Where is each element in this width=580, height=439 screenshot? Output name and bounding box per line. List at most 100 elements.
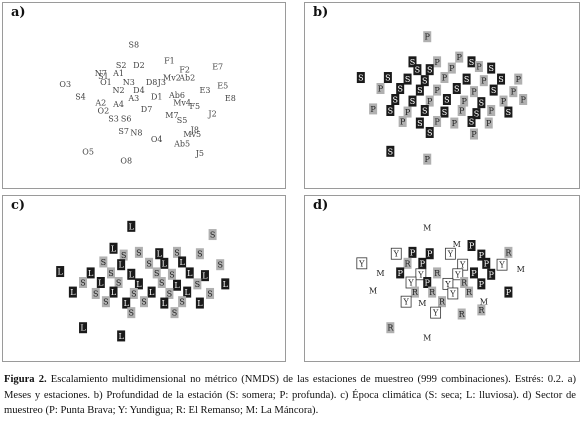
point-letter: S	[464, 75, 469, 84]
point-letter: M	[517, 265, 525, 274]
point-b-26: P	[509, 86, 518, 98]
point-box	[109, 242, 118, 254]
point-letter: L	[70, 288, 76, 297]
point-box	[185, 267, 194, 279]
point-d-30: R	[428, 286, 437, 298]
point-letter: L	[202, 272, 208, 281]
point-b-10: S	[356, 72, 365, 84]
point-b-28: S	[408, 95, 417, 107]
point-b-34: P	[519, 94, 528, 105]
point-d-5: P	[425, 248, 434, 260]
point-letter: P	[471, 269, 477, 278]
point-box	[391, 94, 400, 105]
point-letter: R	[412, 288, 419, 297]
point-b-11: S	[383, 72, 392, 84]
point-label: S1	[98, 72, 109, 81]
point-letter: P	[471, 88, 477, 97]
panel-a: a) S8 F1 S2 D2 E7 F2 N7 A1 S1 Mv2 Ab2 O3 O1 N3 D8 J3 E5 N…	[2, 2, 286, 189]
point-label: E7	[212, 63, 223, 72]
point-box	[91, 287, 100, 299]
point-letter: Y	[393, 250, 400, 259]
point-letter: S	[159, 279, 164, 288]
point-box	[413, 64, 422, 76]
point-box	[356, 257, 368, 270]
point-label: N3	[123, 78, 135, 87]
point-letter: S	[469, 117, 474, 126]
point-box	[428, 286, 437, 298]
point-box	[173, 246, 182, 258]
point-label: N8	[130, 128, 142, 137]
point-label: N7	[95, 69, 107, 78]
point-c-2: L	[109, 242, 118, 254]
point-b-13: S	[420, 75, 429, 87]
point-c-30: L	[68, 286, 77, 298]
point-c-26: S	[157, 277, 166, 288]
point-label: S4	[75, 92, 86, 101]
point-box	[195, 248, 204, 260]
point-d-16: M	[376, 269, 384, 278]
point-letter: L	[174, 281, 180, 290]
point-letter: S	[415, 66, 420, 75]
point-b-30: S	[442, 94, 451, 105]
point-c-45: S	[170, 307, 179, 319]
point-letter: S	[93, 289, 98, 298]
point-b-0: P	[423, 31, 432, 43]
point-a-5: F2	[179, 66, 190, 75]
point-a-2: S2	[116, 61, 127, 70]
point-b-6: S	[413, 64, 422, 76]
point-box	[195, 297, 204, 309]
point-box	[369, 103, 378, 115]
point-box	[173, 279, 182, 291]
point-box	[487, 62, 496, 74]
point-b-39: S	[440, 106, 449, 118]
point-b-18: P	[514, 73, 523, 85]
point-d-11: P	[418, 257, 427, 269]
point-box	[477, 278, 486, 290]
point-letter: S	[498, 75, 503, 84]
point-box	[119, 249, 128, 261]
point-letter: S	[488, 64, 493, 73]
point-label: A3	[127, 94, 139, 103]
point-c-3: S	[119, 249, 128, 261]
point-d-35: M	[418, 299, 426, 308]
point-c-37: S	[206, 287, 215, 299]
point-label: Mv2	[163, 74, 181, 83]
point-b-29: P	[425, 95, 434, 107]
point-letter: L	[179, 258, 185, 267]
point-d-39: R	[457, 308, 466, 320]
point-d-2: P	[467, 240, 476, 252]
point-box	[129, 287, 138, 299]
point-c-8: S	[99, 256, 108, 268]
point-c-11: L	[160, 257, 169, 269]
point-a-39: Mv5	[183, 130, 201, 139]
point-d-21: P	[469, 267, 478, 279]
point-letter: S	[174, 248, 179, 257]
point-d-40: R	[477, 304, 486, 316]
point-d-0: M	[423, 224, 431, 233]
panel-label: a)	[11, 5, 26, 20]
point-box	[444, 247, 456, 260]
point-a-8: S1	[98, 72, 109, 81]
point-letter: S	[427, 128, 432, 137]
point-letter: P	[457, 53, 463, 62]
point-label: S6	[121, 114, 132, 123]
point-box	[440, 72, 449, 84]
point-box	[147, 286, 156, 298]
point-letter: P	[434, 86, 440, 95]
point-box	[425, 248, 434, 260]
point-d-23: Y	[405, 276, 417, 289]
point-box	[165, 287, 174, 299]
point-a-36: S7	[118, 127, 129, 136]
point-letter: S	[397, 85, 402, 94]
point-letter: S	[146, 259, 151, 268]
point-b-45: S	[415, 117, 424, 129]
point-c-19: S	[167, 268, 176, 280]
point-box	[383, 72, 392, 84]
point-box	[469, 267, 478, 279]
point-letter: S	[108, 269, 113, 278]
point-letter: L	[129, 222, 135, 231]
point-b-51: P	[469, 128, 478, 140]
point-letter: P	[469, 242, 475, 251]
point-box	[386, 322, 395, 334]
